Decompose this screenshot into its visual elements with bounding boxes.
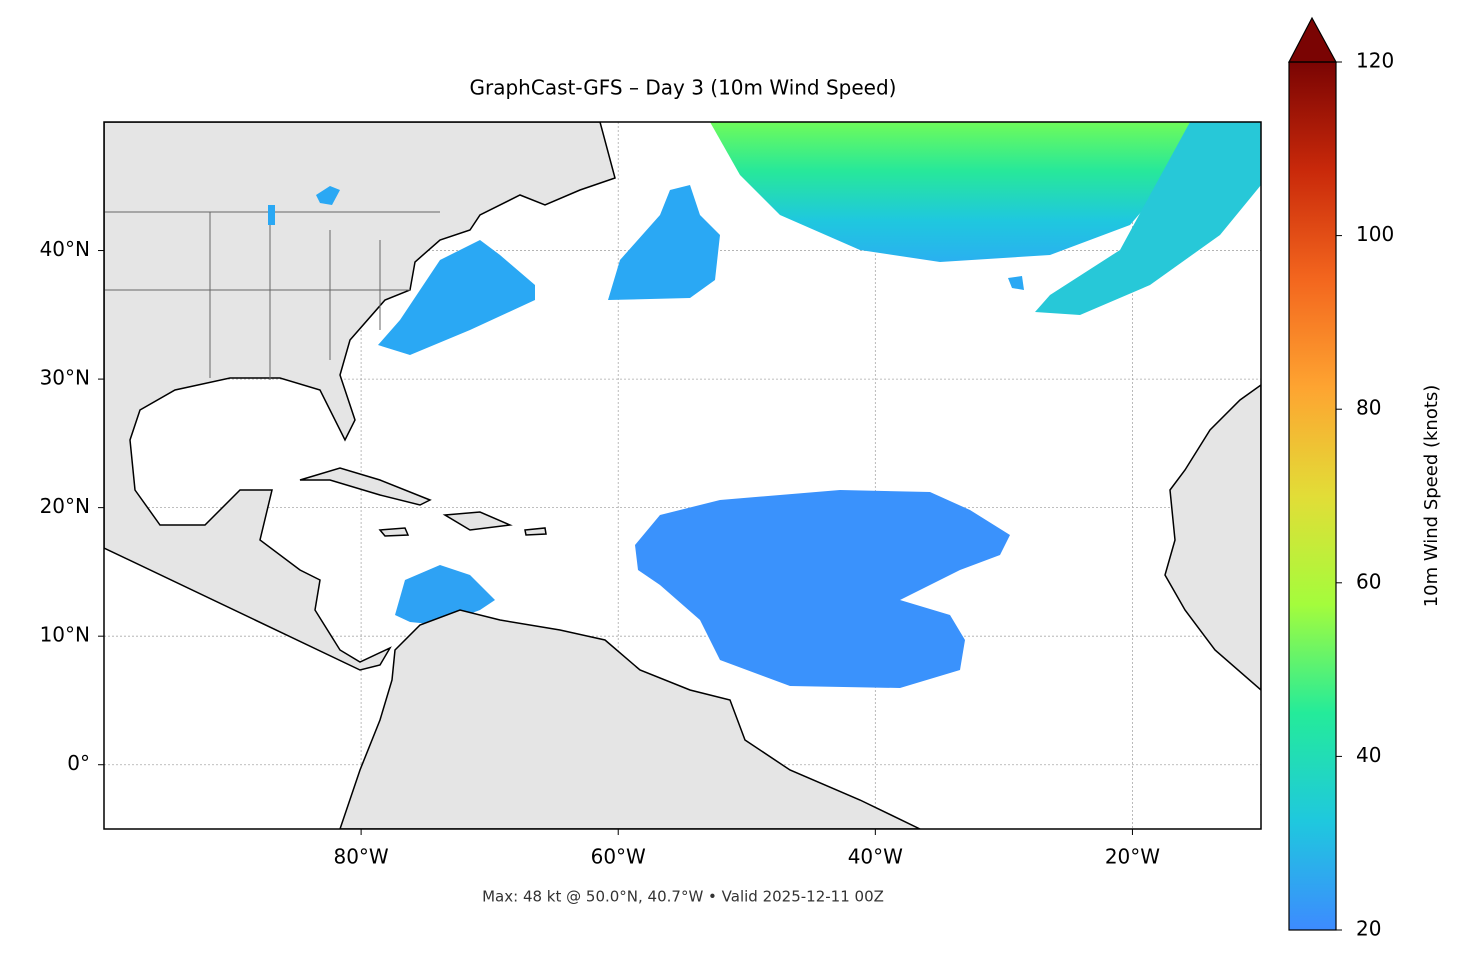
colorbar-tick-label: 60 [1356,569,1381,593]
x-tick-label: 40°W [848,845,903,869]
footer-note: Max: 48 kt @ 50.0°N, 40.7°W • Valid 2025… [482,888,884,906]
wind-area [1035,122,1261,315]
colorbar-tick-label: 80 [1356,396,1381,420]
wind-area [378,240,535,355]
colorbar-tick-label: 40 [1356,743,1381,767]
y-tick-label: 40°N [40,237,90,261]
colorbar-tick-label: 120 [1356,49,1394,73]
wind-area [608,185,720,300]
map-area [104,122,1261,829]
wind-area [395,565,495,625]
y-tick-label: 10°N [40,623,90,647]
south-america [339,609,921,829]
y-tick-label: 30°N [40,366,90,390]
colorbar-label: 10m Wind Speed (knots) [1421,385,1442,608]
x-tick-label: 20°W [1105,845,1160,869]
wind-area [635,490,1010,688]
cuba [299,467,432,506]
y-tick-label: 0° [67,751,90,775]
wind-area [1008,276,1024,290]
map-title: GraphCast-GFS – Day 3 (10m Wind Speed) [470,76,897,100]
north-america [104,122,616,671]
jamaica [378,527,410,537]
colorbar-frame [1288,61,1337,931]
x-tick-label: 80°W [333,845,388,869]
colorbar-tick-label: 100 [1356,222,1394,246]
x-tick-label: 60°W [591,845,646,869]
colorbar-gradient [1289,62,1336,930]
africa [1164,384,1261,691]
axis-ticks: 80°W 60°W 40°W 20°W 0° 10°N 20°N 30°N 40°N [40,237,1161,868]
colorbar-tick-label: 20 [1356,917,1381,941]
wind-area [268,186,340,225]
puerto-rico [524,527,547,536]
map-frame [103,121,1262,830]
wind-area [710,122,1190,262]
colorbar-extend [1288,16,1338,63]
y-tick-label: 20°N [40,494,90,518]
colorbar: 10m Wind Speed (knots) 20 40 60 80 100 120 [1288,16,1442,941]
hispaniola [442,511,513,531]
